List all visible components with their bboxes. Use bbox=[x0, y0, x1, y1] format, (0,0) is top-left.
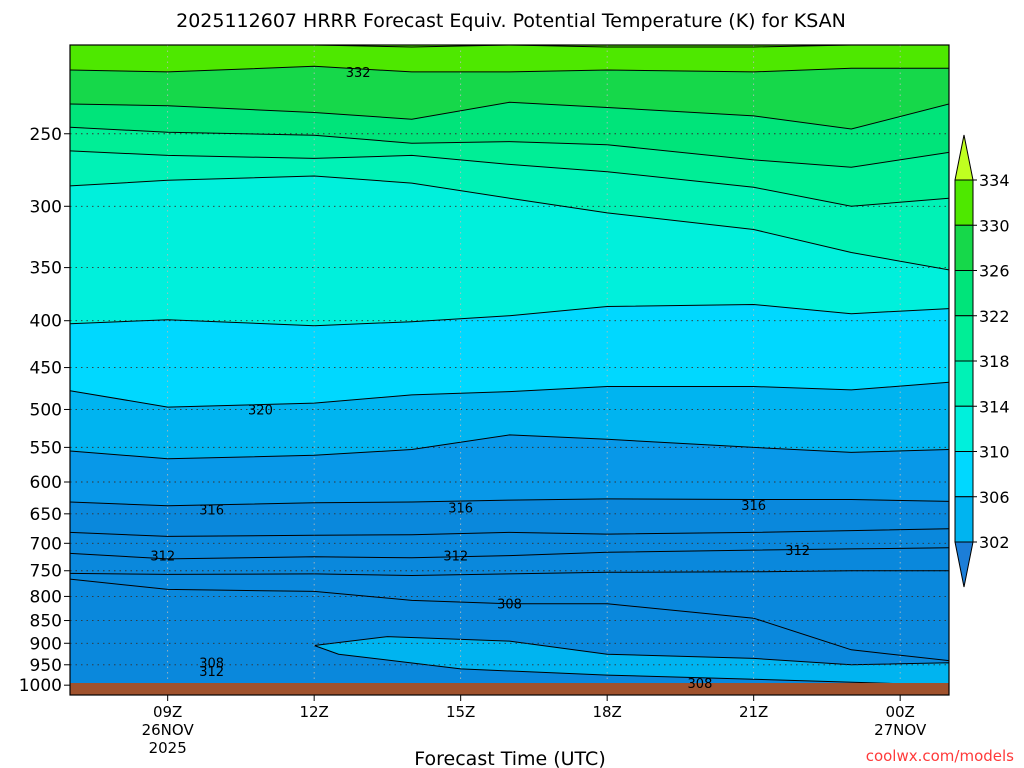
colorbar-segment bbox=[954, 224, 974, 271]
contour-label-text: 308 bbox=[688, 677, 713, 692]
y-tick-label: 400 bbox=[30, 312, 62, 332]
contour-line-11 bbox=[70, 547, 949, 560]
colorbar-segment bbox=[954, 496, 974, 543]
x-tick-label: 12Z bbox=[299, 703, 328, 721]
y-tick-label: 750 bbox=[30, 562, 62, 582]
contour-labels: 332320316316316312312312308308312308 bbox=[150, 66, 810, 692]
colorbar-segment bbox=[954, 315, 974, 362]
x-tick-label: 15Z bbox=[446, 703, 475, 721]
colorbar-segment bbox=[954, 179, 974, 226]
contour-label: 308 bbox=[199, 657, 224, 672]
y-tick-label: 300 bbox=[30, 197, 62, 217]
contour-line-4 bbox=[70, 150, 949, 207]
y-tick-label: 1000 bbox=[19, 676, 62, 696]
contour-line-3 bbox=[70, 126, 949, 168]
y-axis: 2503003504004505005506006507007508008509… bbox=[19, 125, 70, 696]
colorbar-label: 322 bbox=[979, 307, 1010, 326]
contour-label: 316 bbox=[199, 504, 224, 519]
contour-line-0 bbox=[70, 45, 876, 48]
plot-frame bbox=[69, 44, 950, 696]
colorbar: 334 330 326 322 318 314 310 306 302 bbox=[954, 134, 1010, 588]
contour-label: 312 bbox=[443, 550, 468, 565]
contour-label-text: 316 bbox=[448, 502, 473, 517]
chart-title: 2025112607 HRRR Forecast Equiv. Potentia… bbox=[176, 10, 846, 32]
contour-label: 316 bbox=[448, 502, 473, 517]
contour-line-13 bbox=[70, 578, 949, 662]
x-tick-label: 18Z bbox=[592, 703, 621, 721]
colorbar-bottom-arrow bbox=[954, 541, 974, 588]
y-tick-label: 600 bbox=[30, 473, 62, 493]
y-tick-label: 800 bbox=[30, 587, 62, 607]
contour-label: 320 bbox=[248, 403, 273, 418]
contour-label: 312 bbox=[785, 544, 810, 559]
colorbar-label: 302 bbox=[979, 533, 1010, 552]
y-tick-label: 900 bbox=[30, 634, 62, 654]
contour-label: 308 bbox=[688, 677, 713, 692]
contour-line-8 bbox=[70, 434, 949, 460]
colorbar-segment bbox=[954, 451, 974, 498]
band-1 bbox=[70, 45, 949, 73]
contour-label-text: 332 bbox=[346, 66, 371, 81]
contour-label-text: 312 bbox=[199, 665, 224, 680]
colorbar-label: 326 bbox=[979, 262, 1010, 281]
x-tick-label: 27NOV bbox=[874, 721, 927, 739]
colorbar-label: 318 bbox=[979, 352, 1010, 371]
y-tick-label: 450 bbox=[30, 359, 62, 379]
contour-label: 332 bbox=[346, 66, 371, 81]
colorbar-label: 334 bbox=[979, 171, 1010, 190]
x-axis-title: Forecast Time (UTC) bbox=[414, 748, 605, 768]
contour-label-text: 308 bbox=[497, 597, 522, 612]
y-tick-label: 350 bbox=[30, 259, 62, 279]
ground bbox=[70, 683, 949, 695]
watermark: coolwx.com/models bbox=[866, 747, 1014, 765]
colorbar-label: 314 bbox=[979, 397, 1010, 416]
contour-label-text: 316 bbox=[741, 499, 766, 514]
contour-line-7 bbox=[70, 381, 949, 408]
colorbar-segment bbox=[954, 360, 974, 407]
y-tick-label: 950 bbox=[30, 656, 62, 676]
contour-label-text: 312 bbox=[785, 544, 810, 559]
contour-line-9 bbox=[70, 498, 949, 507]
y-tick-label: 850 bbox=[30, 612, 62, 632]
contour-label-text: 312 bbox=[443, 550, 468, 565]
x-tick-label: 2025 bbox=[149, 739, 187, 757]
contour-line-12 bbox=[70, 570, 949, 577]
y-tick-label: 250 bbox=[30, 125, 62, 145]
y-tick-label: 550 bbox=[30, 438, 62, 458]
x-tick-label: 26NOV bbox=[142, 721, 195, 739]
colorbar-segment bbox=[954, 270, 974, 317]
cool-pool bbox=[314, 636, 949, 686]
contour-label-text: 312 bbox=[150, 550, 175, 565]
colorbar-segment bbox=[954, 405, 974, 452]
colorbar-label: 330 bbox=[979, 216, 1010, 235]
contour-line-1 bbox=[70, 65, 949, 73]
contour-line-10 bbox=[70, 528, 949, 537]
y-tick-label: 500 bbox=[30, 400, 62, 420]
contour-line-2 bbox=[70, 101, 949, 130]
contour-line-6 bbox=[70, 303, 949, 327]
contour-label: 312 bbox=[199, 665, 224, 680]
contour-label-text: 320 bbox=[248, 403, 273, 418]
colorbar-label: 310 bbox=[979, 443, 1010, 462]
contour-label: 312 bbox=[150, 550, 175, 565]
colorbar-label: 306 bbox=[979, 488, 1010, 507]
contour-label-text: 316 bbox=[199, 504, 224, 519]
y-tick-label: 700 bbox=[30, 534, 62, 554]
contour-label: 316 bbox=[741, 499, 766, 514]
x-tick-label: 09Z bbox=[153, 703, 182, 721]
contour-label-text: 308 bbox=[199, 657, 224, 672]
x-tick-label: 21Z bbox=[739, 703, 768, 721]
colorbar-top-arrow bbox=[954, 134, 974, 181]
y-tick-label: 650 bbox=[30, 505, 62, 525]
plot-area bbox=[70, 45, 949, 695]
contour-label: 308 bbox=[497, 597, 522, 612]
x-tick-label: 00Z bbox=[885, 703, 914, 721]
contour-line-5 bbox=[70, 175, 949, 271]
